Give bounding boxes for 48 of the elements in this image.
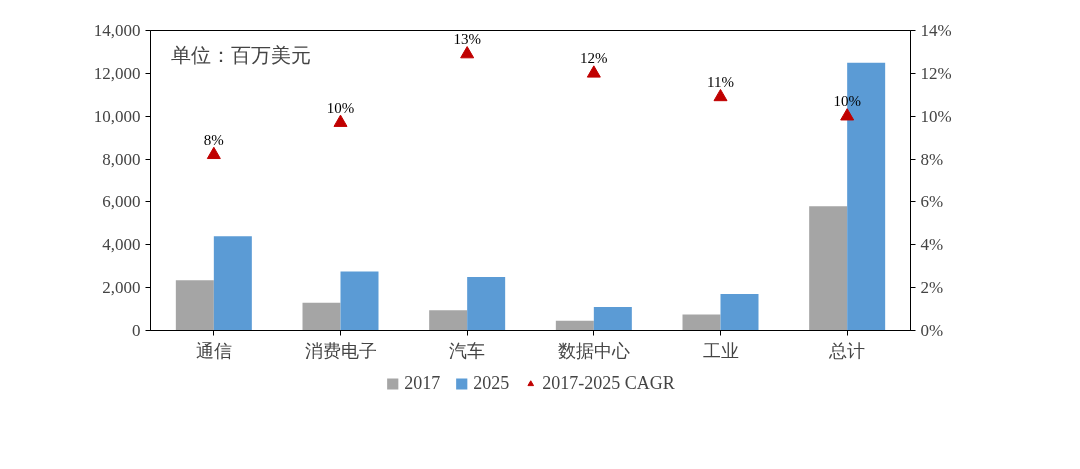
data-label: 11% (707, 73, 734, 90)
y2-tick-label: 14% (920, 21, 952, 40)
data-label: 12% (580, 50, 608, 67)
legend-label: 2017 (404, 372, 441, 394)
x-tick-label: 消费电子 (304, 340, 377, 361)
y2-tick-label: 4% (920, 235, 944, 255)
y-tick-label: 12,000 (93, 63, 141, 83)
bar (429, 310, 468, 331)
bar (809, 206, 848, 331)
bar (682, 314, 721, 331)
x-tick-label: 数据中心 (557, 340, 630, 361)
y2-tick-label: 10% (920, 106, 952, 126)
point (586, 65, 601, 78)
point (460, 46, 475, 59)
x-tick-label: 汽车 (449, 340, 486, 361)
bar (555, 320, 594, 331)
y-tick-label: 14,000 (93, 21, 141, 40)
data-label: 13% (453, 31, 481, 48)
bar (213, 236, 252, 331)
annotation: 单位：百万美元 (170, 43, 311, 66)
bar (302, 302, 341, 331)
bar (720, 294, 759, 331)
point (840, 108, 855, 121)
y2-tick-label: 8% (920, 149, 944, 169)
point (333, 114, 348, 127)
bar (593, 306, 632, 331)
y2-tick-label: 0% (920, 321, 944, 340)
y2-tick-label: 6% (920, 192, 944, 212)
bar (175, 280, 214, 331)
legend-label: 2025 (473, 372, 510, 394)
point (713, 88, 728, 102)
y-tick-label: 0 (132, 321, 141, 340)
x-tick-label: 总计 (828, 340, 866, 361)
point (206, 146, 221, 160)
legend-label: 2017-2025 CAGR (542, 372, 675, 394)
y-tick-label: 8,000 (102, 149, 141, 169)
data-label: 10% (326, 99, 355, 116)
y-tick-label: 10,000 (93, 106, 141, 126)
x-tick-label: 通信 (195, 340, 232, 361)
x-tick-label: 工业 (702, 340, 739, 361)
data-label: 8% (203, 131, 224, 148)
y2-tick-label: 12% (920, 63, 952, 83)
bar (340, 271, 379, 331)
bar (467, 276, 506, 331)
y-tick-label: 2,000 (102, 278, 141, 298)
y-tick-label: 6,000 (102, 192, 141, 212)
y-tick-label: 4,000 (102, 235, 141, 255)
y2-tick-label: 2% (920, 278, 944, 298)
